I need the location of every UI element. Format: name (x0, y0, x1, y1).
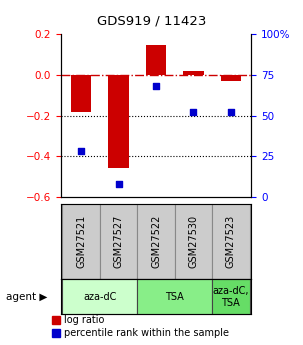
Text: aza-dC,
TSA: aza-dC, TSA (213, 286, 249, 307)
Point (116, 181, 121, 186)
Bar (137, 204, 175, 279)
Point (228, 110, 233, 115)
Bar (146, 45, 166, 75)
Text: GSM27530: GSM27530 (188, 215, 198, 268)
Bar (212, 279, 250, 314)
Bar (175, 204, 212, 279)
Bar (71, 75, 92, 111)
Bar (62, 204, 100, 279)
Bar (221, 75, 241, 81)
Text: aza-dC: aza-dC (83, 292, 117, 302)
Bar (183, 71, 204, 75)
Text: GSM27522: GSM27522 (151, 215, 161, 268)
Bar (100, 204, 137, 279)
Text: GSM27521: GSM27521 (76, 215, 86, 268)
Bar (137, 279, 212, 314)
Text: GSM27523: GSM27523 (226, 215, 236, 268)
Bar (212, 204, 250, 279)
Bar (62, 279, 137, 314)
Bar (108, 75, 129, 168)
Text: agent ▶: agent ▶ (6, 292, 48, 302)
Point (154, 83, 158, 89)
Text: TSA: TSA (165, 292, 184, 302)
Text: GDS919 / 11423: GDS919 / 11423 (97, 14, 206, 28)
Point (79, 148, 84, 154)
Point (191, 110, 196, 115)
Text: GSM27527: GSM27527 (114, 215, 124, 268)
Legend: log ratio, percentile rank within the sample: log ratio, percentile rank within the sa… (50, 313, 231, 340)
